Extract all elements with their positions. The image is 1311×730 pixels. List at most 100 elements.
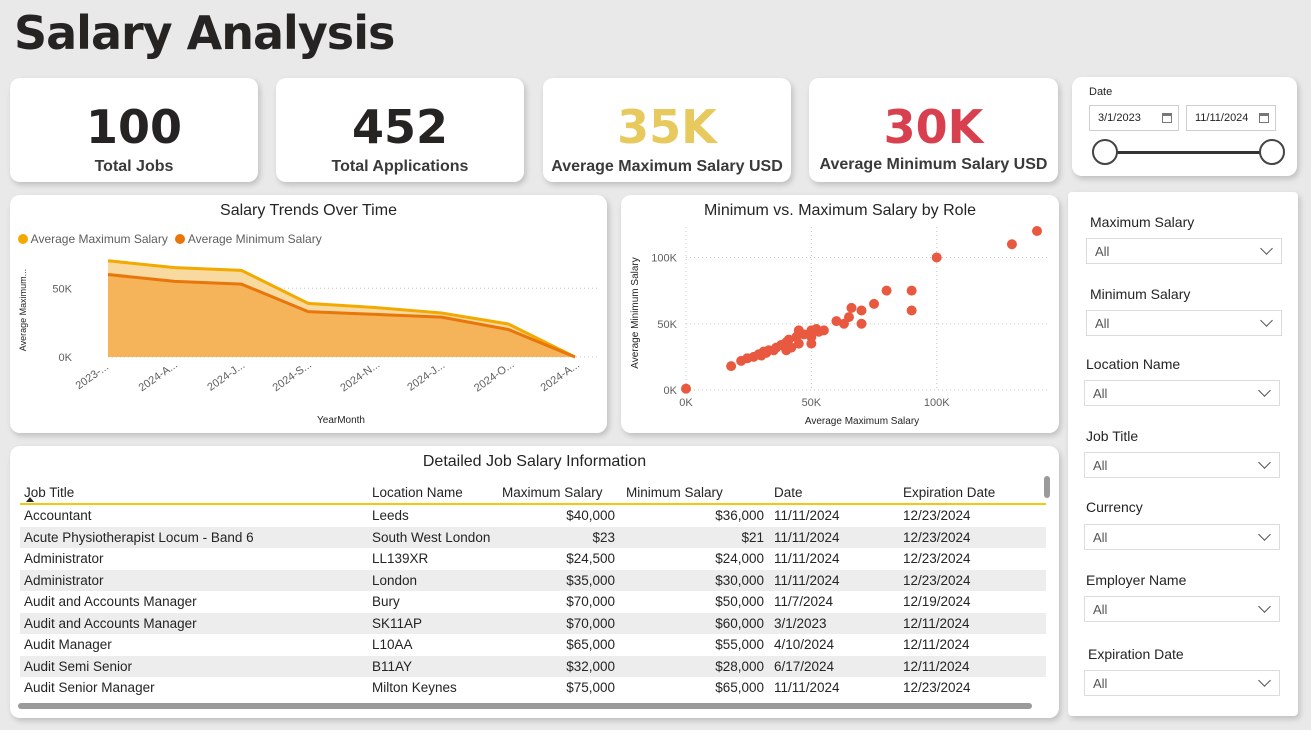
- scatter-point[interactable]: [818, 325, 829, 336]
- scatter-point[interactable]: [1032, 226, 1042, 236]
- cell-location: Leeds: [372, 508, 409, 523]
- chevron-down-icon[interactable]: [1258, 674, 1271, 687]
- kpi-card-total-applications: 452 Total Applications: [276, 78, 524, 182]
- x-tick-label: 2024-N...: [338, 359, 382, 395]
- scatter-point[interactable]: [843, 312, 854, 323]
- chevron-down-icon[interactable]: [1258, 456, 1271, 469]
- scatter-point[interactable]: [856, 305, 867, 316]
- cell-date: 11/11/2024: [774, 551, 840, 566]
- table-title: Detailed Job Salary Information: [422, 453, 647, 470]
- cell-max-salary: $32,000: [566, 658, 615, 674]
- y-tick-label: 0K: [664, 385, 678, 397]
- scatter-point[interactable]: [783, 334, 794, 345]
- vertical-scrollbar[interactable]: [1044, 476, 1050, 498]
- filter-value: All: [1093, 386, 1108, 401]
- cell-max-salary: $35,000: [566, 572, 615, 588]
- kpi-label: Average Minimum Salary USD: [819, 156, 1048, 173]
- x-tick-label: 2024-S...: [271, 359, 314, 394]
- table-grid: Job Title Location Name Maximum Salary M…: [20, 481, 1046, 699]
- filter-dropdown[interactable]: All: [1084, 380, 1280, 406]
- sort-ascending-icon[interactable]: [26, 497, 34, 502]
- filter-dropdown[interactable]: All: [1084, 596, 1280, 622]
- table-row[interactable]: Administrator LL139XR $24,500 $24,000 11/11/…: [20, 548, 1046, 570]
- date-slicer-label: Date: [1089, 86, 1113, 98]
- date-range-end-handle[interactable]: [1259, 139, 1285, 165]
- column-header-max-salary[interactable]: Maximum Salary: [502, 485, 603, 500]
- chevron-down-icon[interactable]: [1258, 384, 1271, 397]
- chevron-down-icon[interactable]: [1260, 242, 1273, 255]
- kpi-card-avg-min-salary: 30K Average Minimum Salary USD: [809, 78, 1058, 182]
- table-row[interactable]: Administrator London $35,000 $30,000 11/11/2…: [20, 569, 1046, 591]
- scatter-point[interactable]: [798, 329, 809, 340]
- filter-dropdown[interactable]: All: [1086, 238, 1282, 264]
- y-tick-label: 100K: [651, 253, 677, 265]
- scatter-point[interactable]: [806, 338, 817, 349]
- scatter-point[interactable]: [906, 285, 917, 296]
- table-row[interactable]: Accountant Leeds $40,000 $36,000 11/11/2024 1…: [20, 505, 1046, 527]
- table-row[interactable]: Audit Semi Senior B11AY $32,000 $28,000 6/17…: [20, 655, 1046, 677]
- column-header-expiration-date[interactable]: Expiration Date: [903, 485, 996, 500]
- filter-dropdown[interactable]: All: [1084, 670, 1280, 696]
- filter-dropdown[interactable]: All: [1084, 452, 1280, 478]
- area-min-salary[interactable]: [108, 274, 575, 358]
- scatter-point[interactable]: [869, 298, 880, 309]
- line-max-salary[interactable]: [107, 259, 576, 359]
- column-header-job-title[interactable]: Job Title: [24, 485, 75, 500]
- kpi-value: 452: [351, 100, 449, 154]
- table-row[interactable]: Audit and Accounts Manager Bury $70,000 $50…: [20, 591, 1046, 613]
- cell-expiration-date: 12/23/2024: [903, 508, 971, 523]
- scatter-point[interactable]: [793, 338, 804, 349]
- chevron-down-icon[interactable]: [1260, 314, 1273, 327]
- cell-date: 11/11/2024: [774, 680, 840, 695]
- x-axis-title: YearMonth: [317, 415, 365, 426]
- filter-pane: Maximum Salary All Minimum Salary All Locati…: [1068, 192, 1298, 716]
- cell-min-salary: $24,000: [715, 551, 764, 566]
- legend-label-max[interactable]: Average Maximum Salary: [30, 232, 168, 246]
- scatter-point[interactable]: [831, 316, 842, 327]
- cell-location: Milton Keynes: [372, 680, 457, 695]
- date-range-start-handle[interactable]: [1092, 139, 1118, 165]
- filter-dropdown[interactable]: All: [1086, 310, 1282, 336]
- horizontal-scrollbar[interactable]: [18, 703, 1032, 709]
- cell-location: B11AY: [372, 658, 413, 674]
- date-end-input[interactable]: 11/11/2024: [1186, 105, 1276, 131]
- cell-date: 11/11/2024: [774, 529, 840, 545]
- scatter-point[interactable]: [786, 342, 797, 353]
- legend-label-min[interactable]: Average Minimum Salary: [187, 232, 322, 246]
- table-row[interactable]: Audit Manager L10AA $65,000 $55,000 4/10/202…: [20, 634, 1046, 656]
- cell-date: 6/17/2024: [774, 658, 835, 674]
- filter-dropdown[interactable]: All: [1084, 524, 1280, 550]
- scatter-point[interactable]: [931, 252, 942, 263]
- chevron-down-icon[interactable]: [1258, 528, 1271, 541]
- cell-expiration-date: 12/23/2024: [903, 551, 971, 566]
- scatter-point[interactable]: [681, 383, 691, 394]
- scatter-point[interactable]: [726, 361, 737, 372]
- scatter-point[interactable]: [846, 302, 857, 313]
- y-tick-label: 50K: [657, 319, 677, 331]
- chevron-down-icon[interactable]: [1258, 600, 1271, 613]
- column-header-min-salary[interactable]: Minimum Salary: [626, 485, 723, 500]
- scatter-point[interactable]: [1006, 239, 1017, 250]
- line-min-salary[interactable]: [107, 273, 576, 359]
- column-header-date[interactable]: Date: [774, 485, 803, 500]
- column-header-location[interactable]: Location Name: [372, 485, 463, 500]
- y-axis-title: Average Minimum Salary: [630, 257, 641, 369]
- calendar-icon[interactable]: [1259, 113, 1269, 123]
- chart-title: Minimum vs. Maximum Salary by Role: [703, 202, 977, 219]
- cell-min-salary: $65,000: [715, 680, 764, 695]
- kpi-value: 30K: [883, 100, 984, 154]
- scatter-point[interactable]: [881, 285, 892, 296]
- table-row[interactable]: Audit and Accounts Manager SK11AP $70,000 $…: [20, 612, 1046, 634]
- x-tick-label: 50K: [802, 397, 822, 409]
- date-start-value: 3/1/2023: [1098, 112, 1141, 124]
- table-row[interactable]: Acute Physiotherapist Locum - Band 6 Sout…: [20, 526, 1046, 548]
- cell-date: 3/1/2023: [774, 615, 827, 631]
- table-row[interactable]: Audit Senior Manager Milton Keynes $75,000…: [20, 677, 1046, 699]
- date-start-input[interactable]: 3/1/2023: [1089, 105, 1179, 131]
- cell-location: SK11AP: [372, 615, 423, 631]
- scatter-point[interactable]: [856, 318, 867, 329]
- calendar-icon[interactable]: [1162, 113, 1172, 123]
- scatter-point[interactable]: [906, 305, 917, 316]
- filter-label: Maximum Salary: [1090, 214, 1195, 230]
- cell-min-salary: $28,000: [715, 658, 764, 674]
